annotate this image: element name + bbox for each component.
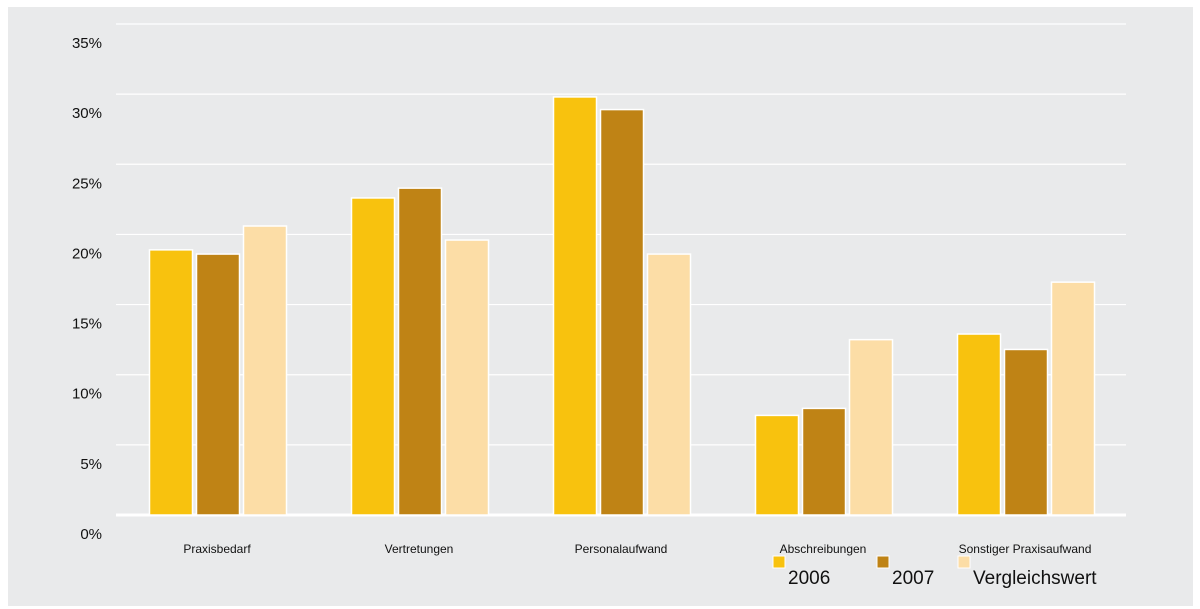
bar-2007-5 <box>1003 348 1049 516</box>
y-tick-label: 25% <box>72 175 102 192</box>
legend-swatch-2007 <box>876 555 890 569</box>
bar-chart: 0% 5% 10% 15% 20% 25% 30% 35% Praxisbedarf Vertr… <box>72 23 1126 589</box>
category-label: Sonstiger Praxisaufwand <box>959 542 1092 556</box>
y-tick-label: 35% <box>72 35 102 52</box>
legend-label: 2007 <box>892 568 934 589</box>
bar-vergleichswert-3 <box>646 253 692 516</box>
legend-swatch-2006 <box>772 555 786 569</box>
y-tick-label: 10% <box>72 386 102 403</box>
bar-vergleichswert-5 <box>1050 281 1096 516</box>
legend-swatch-vergleichswert <box>957 555 971 569</box>
legend-label: Vergleichswert <box>973 568 1097 589</box>
category-label: Praxisbedarf <box>183 542 251 556</box>
bar-vergleichswert-1 <box>242 225 288 516</box>
category-label: Personalaufwand <box>575 542 668 556</box>
bar-vergleichswert-4 <box>848 338 894 516</box>
bar-2006-3 <box>552 96 598 516</box>
y-tick-label: 30% <box>72 105 102 122</box>
y-tick-label: 5% <box>80 456 102 473</box>
category-label: Abschreibungen <box>780 542 867 556</box>
y-tick-label: 0% <box>80 526 102 543</box>
legend: 2006 2007 Vergleichswert <box>772 555 1097 589</box>
x-axis-category-labels: Praxisbedarf Vertretungen Personalaufwand A… <box>183 542 1091 556</box>
bar-2006-5 <box>956 333 1002 516</box>
y-axis-tick-labels: 0% 5% 10% 15% 20% 25% 30% 35% <box>72 35 102 543</box>
bars <box>148 96 1096 516</box>
bar-2006-2 <box>350 197 396 516</box>
bar-2007-4 <box>801 407 847 516</box>
chart-panel: 0% 5% 10% 15% 20% 25% 30% 35% Praxisbedarf Vertr… <box>8 7 1193 606</box>
bar-vergleichswert-2 <box>444 239 490 516</box>
bar-2007-2 <box>397 187 443 516</box>
bar-2006-1 <box>148 249 194 516</box>
y-tick-label: 15% <box>72 316 102 333</box>
bar-2007-1 <box>195 253 241 516</box>
legend-label: 2006 <box>788 568 830 589</box>
bar-2006-4 <box>754 414 800 516</box>
y-tick-label: 20% <box>72 245 102 262</box>
bar-2007-3 <box>599 108 645 516</box>
category-label: Vertretungen <box>385 542 454 556</box>
